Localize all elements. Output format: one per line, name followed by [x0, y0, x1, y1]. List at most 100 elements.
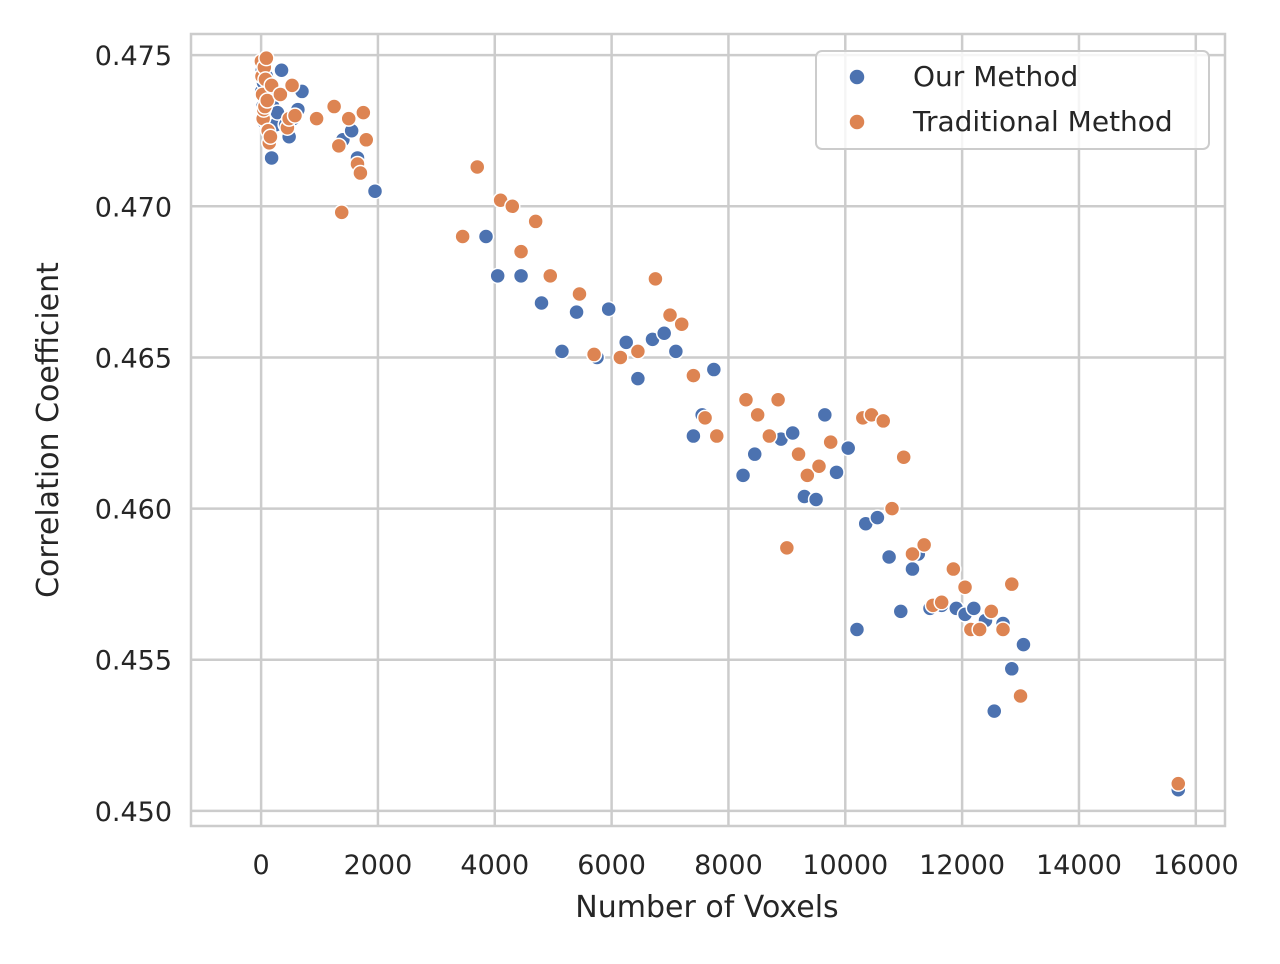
x-tick-label: 16000 [1153, 850, 1239, 881]
data-point [696, 409, 714, 427]
x-tick-label: 0 [253, 850, 270, 881]
data-point [839, 439, 857, 457]
data-point [612, 349, 629, 366]
data-point [685, 367, 702, 384]
data-point [504, 198, 521, 215]
data-point [477, 228, 495, 245]
data-point [915, 536, 933, 554]
data-point [880, 548, 898, 566]
data-point [869, 509, 886, 526]
data-point [895, 448, 912, 466]
x-tick-label: 6000 [577, 850, 646, 881]
data-point [330, 137, 348, 155]
data-point [746, 445, 763, 463]
data-point [1012, 687, 1029, 705]
y-tick-label: 0.455 [95, 646, 172, 677]
data-point [673, 315, 690, 333]
data-point [956, 578, 974, 596]
data-point [822, 433, 839, 451]
data-point [799, 467, 816, 484]
data-point [761, 427, 778, 445]
grid-lines [191, 34, 1225, 826]
data-point [366, 182, 384, 200]
data-point [807, 491, 825, 508]
data-point [629, 370, 647, 387]
data-point [542, 267, 559, 285]
y-tick-label: 0.465 [95, 343, 172, 374]
data-point [258, 92, 276, 109]
legend-marker-our-method [848, 68, 866, 86]
legend-box [815, 50, 1210, 150]
data-point [705, 361, 723, 378]
data-point [489, 267, 506, 285]
data-point [600, 300, 617, 318]
x-tick-label: 12000 [919, 850, 1005, 881]
x-tick-label: 14000 [1036, 850, 1122, 881]
data-point [272, 86, 289, 103]
y-tick-label: 0.470 [95, 192, 172, 223]
data-point [994, 621, 1012, 638]
x-axis-title: Number of Voxels [575, 890, 838, 925]
data-point [283, 77, 301, 94]
data-point [585, 346, 603, 363]
legend-marker-traditional-method [848, 113, 866, 131]
data-point [661, 306, 679, 324]
x-tick-label: 4000 [460, 850, 529, 881]
data-point [617, 334, 635, 351]
data-point [333, 204, 350, 221]
data-point [810, 458, 828, 475]
data-point [685, 427, 702, 445]
data-point [667, 343, 685, 360]
y-tick-labels: 0.450 0.455 0.460 0.465 0.470 0.475 [95, 41, 172, 828]
data-point [749, 406, 766, 424]
data-point [568, 303, 585, 321]
data-point [875, 412, 892, 430]
data-point [553, 343, 571, 360]
data-point [784, 424, 801, 442]
data-point [708, 427, 726, 445]
data-point [352, 164, 369, 182]
data-point [629, 343, 647, 360]
data-point [512, 243, 530, 260]
data-point [571, 285, 588, 303]
data-point [655, 325, 673, 342]
data-point [1015, 636, 1032, 653]
data-point [258, 49, 275, 67]
data-point [985, 702, 1003, 720]
data-point [263, 149, 280, 167]
x-tick-label: 2000 [344, 850, 413, 881]
data-point [262, 128, 279, 146]
data-point [355, 104, 372, 121]
legend-label-our-method: Our Method [913, 60, 1078, 93]
series-our-method [253, 55, 1187, 798]
data-point [734, 467, 752, 484]
data-point [454, 228, 471, 245]
data-point [512, 267, 530, 285]
series-traditional-method [253, 49, 1187, 792]
data-point [904, 560, 921, 578]
data-point [308, 110, 325, 127]
data-point [965, 600, 983, 617]
y-tick-label: 0.450 [95, 797, 172, 828]
data-point [647, 270, 664, 288]
data-point [358, 131, 375, 149]
legend-label-traditional-method: Traditional Method [912, 105, 1173, 138]
data-point [273, 62, 290, 79]
data-point [340, 110, 357, 127]
data-point [1003, 660, 1021, 678]
data-point [828, 464, 845, 481]
data-point [769, 391, 787, 409]
data-point [325, 98, 343, 115]
data-point [737, 391, 755, 409]
data-point [971, 621, 988, 638]
data-point [778, 539, 796, 557]
data-point [1170, 775, 1187, 792]
data-point [892, 603, 910, 620]
data-point [533, 294, 550, 312]
y-tick-label: 0.460 [95, 495, 172, 526]
legend: Our Method Traditional Method [815, 50, 1210, 150]
data-point [1003, 575, 1021, 593]
